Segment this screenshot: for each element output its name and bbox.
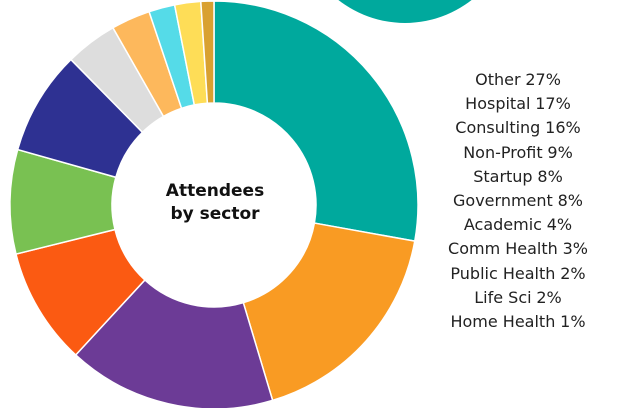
legend-value: 9% [547, 142, 573, 162]
legend-value: 16% [545, 118, 581, 138]
legend-label: Comm Health [448, 239, 558, 259]
legend-entry: Consulting 16% [418, 116, 618, 140]
legend: Other 27% Hospital 17% Consulting 16% Non-Prof… [418, 68, 618, 334]
center-label: Attendees by sector [165, 181, 265, 224]
legend-entry: Home Health 1% [418, 310, 618, 334]
wedge [242, 222, 416, 402]
legend-label: Government [453, 191, 553, 211]
legend-entry: Comm Health 3% [418, 237, 618, 261]
wedge [74, 278, 274, 408]
wedge [213, 0, 419, 243]
legend-label: Hospital [465, 94, 531, 114]
legend-value: 2% [560, 263, 586, 283]
legend-entry: Life Sci 2% [418, 286, 618, 310]
legend-entry: Non-Profit 9% [418, 141, 618, 165]
legend-entry: Academic 4% [418, 213, 618, 237]
legend-value: 1% [560, 312, 586, 332]
decorative-circle [338, 0, 472, 23]
legend-label: Non-Profit [463, 142, 543, 162]
legend-value: 8% [537, 166, 563, 186]
legend-label: Academic [463, 215, 542, 235]
legend-value: 27% [525, 70, 561, 89]
legend-value: 17% [535, 94, 571, 114]
legend-entry: Startup 8% [418, 165, 618, 189]
legend-value: 4% [546, 215, 573, 235]
legend-label: Life Sci [474, 287, 532, 307]
legend-label: Other [475, 70, 521, 89]
legend-label: Startup [473, 166, 533, 186]
legend-entry: Government 8% [418, 189, 618, 213]
legend-label: Consulting [455, 118, 541, 138]
legend-entry: Hospital 17% [418, 92, 618, 116]
legend-label: Home Health [450, 312, 556, 332]
legend-label: Public Health [450, 263, 556, 283]
legend-value: 8% [557, 191, 583, 211]
wedge [199, 0, 215, 105]
legend-value: 3% [562, 239, 588, 259]
legend-entry: Other 27% [418, 68, 618, 92]
donut [9, 0, 419, 408]
legend-value: 2% [536, 287, 562, 307]
legend-entry: Public Health 2% [418, 262, 618, 286]
